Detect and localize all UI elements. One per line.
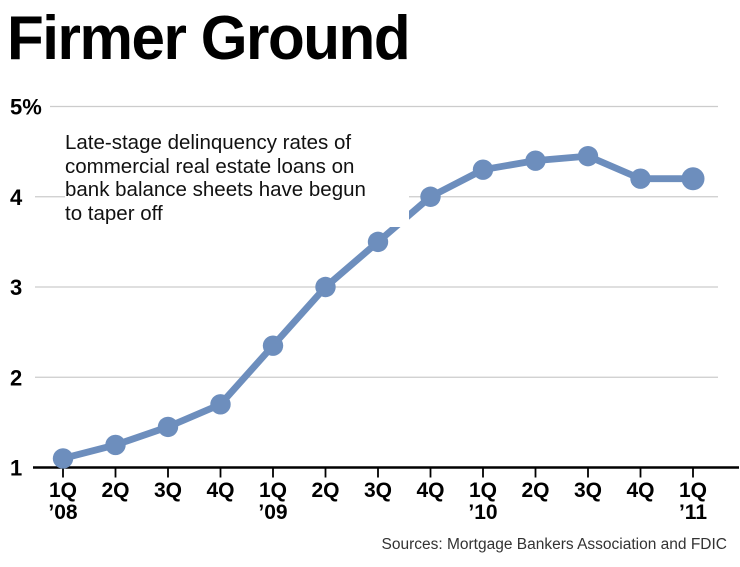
x-year-label-0: ’08 (48, 501, 78, 524)
x-tick-label-4: 1Q (259, 479, 287, 502)
data-point-11 (630, 168, 651, 189)
y-axis-label-5: 5% (10, 95, 42, 120)
data-point-4 (262, 335, 284, 356)
x-tick-label-0: 1Q (49, 479, 77, 502)
x-tick-label-10: 3Q (574, 479, 602, 502)
x-year-label-4: ’09 (258, 501, 287, 524)
data-point-1 (105, 434, 126, 456)
x-tick-label-11: 4Q (626, 479, 654, 502)
annotation-line: to taper off (65, 201, 163, 225)
y-axis-label-2: 2 (10, 365, 22, 390)
x-tick-label-6: 3Q (364, 479, 392, 502)
x-tick-label-2: 3Q (154, 479, 182, 502)
x-tick-label-5: 2Q (311, 479, 339, 502)
annotation-line: Late-stage delinquency rates of (65, 131, 352, 154)
data-point-12 (681, 167, 705, 191)
data-point-6 (367, 231, 389, 253)
source-note: Sources: Mortgage Bankers Association an… (381, 536, 727, 553)
y-axis-label-3: 3 (10, 275, 22, 300)
x-year-label-8: ’10 (468, 501, 497, 524)
y-axis-label-1: 1 (10, 456, 22, 481)
data-point-9 (525, 150, 546, 171)
x-year-label-12: ’11 (679, 501, 707, 524)
x-tick-label-9: 2Q (521, 479, 549, 502)
x-tick-label-8: 1Q (469, 479, 497, 502)
data-point-10 (577, 145, 599, 167)
annotation-line: bank balance sheets have begun (65, 178, 366, 201)
data-point-5 (315, 276, 336, 298)
annotation-line: commercial real estate loans on (65, 154, 355, 178)
data-point-3 (210, 394, 231, 415)
data-point-8 (472, 159, 494, 180)
x-tick-label-12: 1Q (679, 479, 707, 502)
y-axis-label-4: 4 (10, 185, 23, 210)
x-tick-label-1: 2Q (101, 479, 129, 502)
data-point-0 (52, 448, 74, 469)
chart-title: Firmer Ground (7, 4, 411, 73)
data-point-7 (420, 186, 441, 207)
chart-annotation: Late-stage delinquency rates of commerci… (65, 131, 409, 227)
data-point-2 (157, 416, 179, 438)
x-tick-label-3: 4Q (206, 479, 234, 502)
x-tick-label-7: 4Q (416, 479, 444, 502)
